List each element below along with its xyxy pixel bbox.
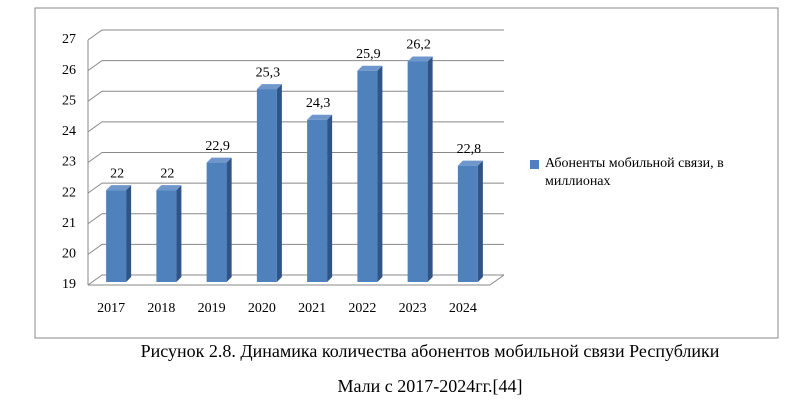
bar-side	[226, 157, 232, 282]
value-label: 22	[110, 166, 124, 181]
value-label: 25,3	[256, 65, 281, 80]
bar-side	[327, 114, 333, 282]
x-tick-label: 2019	[198, 301, 226, 316]
grid-line	[87, 243, 504, 255]
value-label: 25,9	[356, 47, 381, 62]
caption-line: Мали с 2017-2024гг.[44]	[337, 376, 523, 396]
bar	[307, 119, 328, 282]
bar-side	[176, 185, 182, 282]
x-tick-label: 2024	[449, 301, 477, 316]
value-label: 22,8	[457, 142, 482, 157]
bar-top	[457, 160, 483, 166]
y-tick-label: 25	[62, 93, 76, 108]
y-tick-label: 23	[62, 155, 76, 170]
bar	[106, 190, 127, 282]
y-tick-label: 19	[62, 277, 76, 292]
legend-label: Абоненты мобильной связи, в миллионах	[545, 156, 724, 189]
bar-side	[427, 56, 433, 282]
bar-top	[106, 185, 132, 191]
x-tick-label: 2018	[147, 301, 175, 316]
bar	[457, 165, 478, 282]
bar	[357, 70, 378, 282]
value-label: 22	[160, 166, 174, 181]
legend: Абоненты мобильной связи, в миллионах	[530, 155, 770, 191]
grid-line	[87, 182, 504, 194]
bar-side	[276, 84, 282, 282]
floor-edge	[489, 274, 505, 286]
x-tick-label: 2023	[399, 301, 427, 316]
y-tick-label: 26	[62, 63, 76, 78]
bar-top	[156, 185, 182, 191]
bar-top	[357, 65, 383, 71]
grid-line	[87, 152, 504, 163]
caption-line: Рисунок 2.8. Динамика количества абонент…	[140, 341, 720, 361]
grid-line	[87, 60, 504, 72]
grid-line	[87, 90, 504, 102]
chart-border	[34, 7, 779, 339]
x-tick-label: 2022	[348, 301, 376, 316]
grid-line	[87, 29, 504, 41]
grid-line	[87, 121, 504, 133]
bar	[256, 89, 277, 282]
bar-side	[477, 160, 483, 282]
bar-top	[256, 84, 282, 90]
x-tick-label: 2021	[298, 301, 326, 316]
x-tick-label: 2020	[248, 301, 276, 316]
grid-line	[87, 274, 504, 286]
y-tick-label: 20	[62, 247, 76, 262]
bar	[407, 61, 428, 282]
value-label: 24,3	[306, 96, 331, 111]
value-label: 22,9	[205, 139, 230, 154]
bar-side	[377, 65, 383, 282]
legend-swatch	[530, 160, 539, 169]
bar-top	[206, 157, 232, 163]
grid-line	[87, 213, 504, 225]
x-tick-label: 2017	[97, 301, 125, 316]
value-label: 26,2	[406, 38, 431, 53]
y-tick-label: 21	[62, 216, 76, 231]
bar-top	[407, 56, 433, 62]
y-tick-label: 24	[62, 124, 76, 139]
bar	[206, 162, 227, 282]
y-tick-label: 27	[62, 32, 76, 47]
bar-side	[126, 185, 132, 282]
bar-top	[307, 114, 333, 120]
bar	[156, 190, 177, 282]
y-tick-label: 22	[62, 185, 76, 200]
